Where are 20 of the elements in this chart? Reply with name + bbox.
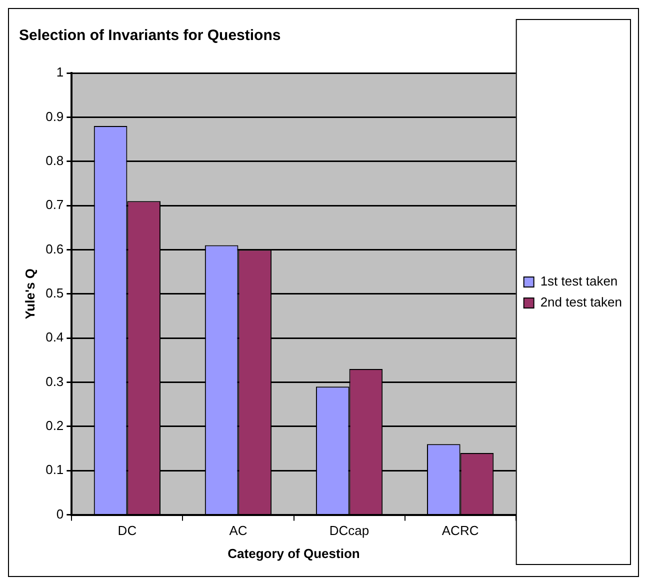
x-tick-label: DC bbox=[118, 523, 137, 538]
x-axis-title: Category of Question bbox=[228, 546, 360, 561]
y-tick-label: 0.9 bbox=[46, 108, 64, 124]
y-tick-label: 0 bbox=[56, 506, 64, 522]
y-tick-label: 0.7 bbox=[46, 197, 64, 212]
y-axis-title: Yule's Q bbox=[22, 268, 38, 320]
legend-label: 1st test taken bbox=[540, 274, 618, 289]
y-tick-label: 0.2 bbox=[46, 418, 64, 434]
y-tick-label: 0.4 bbox=[46, 330, 64, 345]
y-tick-label: 1 bbox=[56, 64, 64, 80]
x-tick-label: DCcap bbox=[329, 523, 370, 538]
y-tick-label: 0.5 bbox=[46, 285, 64, 300]
x-tick-label: ACRC bbox=[442, 523, 479, 538]
y-tick-label: 0.8 bbox=[46, 152, 64, 168]
x-tick-label: AC bbox=[229, 523, 248, 538]
legend-label: 2nd test taken bbox=[540, 294, 622, 310]
y-tick-label: 0.6 bbox=[46, 241, 64, 256]
y-tick-label: 0.3 bbox=[46, 374, 64, 389]
chart-title: Selection of Invariants for Questions bbox=[19, 27, 281, 44]
y-tick-label: 0.1 bbox=[46, 462, 64, 478]
